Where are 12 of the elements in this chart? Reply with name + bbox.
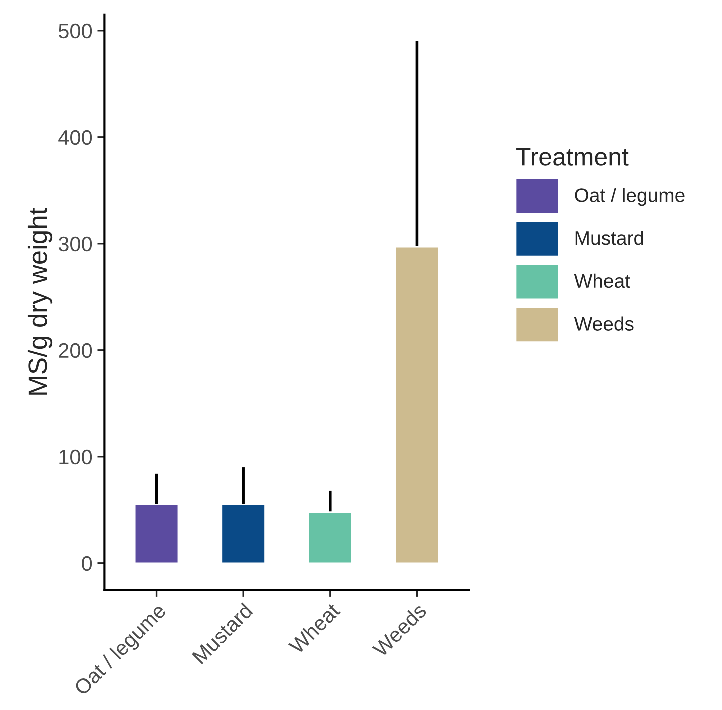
y-axis-title: MS/g dry weight [28, 208, 53, 395]
legend-label: Weeds [574, 316, 634, 331]
y-tick-label: 0 [82, 556, 92, 572]
y-tick-label: 500 [58, 24, 92, 39]
y-tick-label: 100 [60, 450, 92, 465]
legend-label: Mustard [576, 230, 644, 246]
y-tick-label: 200 [59, 343, 92, 358]
y-tick-label: 300 [58, 236, 92, 252]
legend-title: Treatment [516, 148, 629, 166]
y-tick-label: 400 [58, 130, 92, 146]
legend-label: Wheat [574, 274, 630, 288]
legend-label: Oat / legume [575, 188, 685, 206]
